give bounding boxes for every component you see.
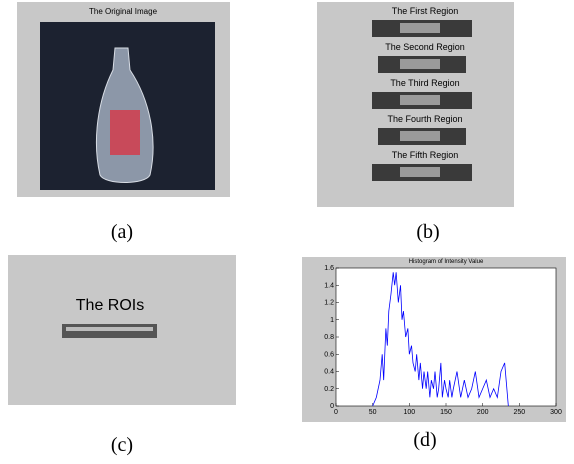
region-title: The Second Region — [385, 42, 465, 52]
region-title: The First Region — [392, 6, 459, 16]
region-title: The Fifth Region — [392, 150, 459, 160]
y-tick-label: 0.4 — [324, 369, 334, 376]
region-detail — [400, 59, 440, 69]
region-detail — [400, 23, 440, 33]
plot-area — [336, 268, 556, 406]
chart-title: Histogram of Intensity Value — [409, 259, 484, 265]
x-tick-label: 200 — [477, 409, 489, 416]
y-tick-label: 0 — [330, 403, 334, 410]
region-detail — [400, 95, 440, 105]
region-title: The Third Region — [390, 78, 459, 88]
x-tick-label: 100 — [403, 409, 415, 416]
y-tick-label: 1.4 — [324, 282, 334, 289]
panel-label: (c) — [111, 434, 133, 456]
panel-label: (d) — [413, 429, 436, 451]
x-tick-label: 250 — [513, 409, 525, 416]
panel-title: The Original Image — [89, 7, 158, 16]
figure: The Original Image The First Region The S… — [0, 0, 574, 464]
y-tick-label: 1 — [330, 317, 334, 324]
region-detail — [400, 131, 440, 141]
region-title: The Fourth Region — [387, 114, 462, 124]
panel-label: (b) — [416, 221, 439, 243]
x-tick-label: 300 — [550, 409, 562, 416]
y-tick-label: 1.2 — [324, 300, 334, 307]
x-tick-label: 150 — [440, 409, 452, 416]
panel-label: (a) — [111, 221, 133, 243]
x-tick-label: 50 — [369, 409, 377, 416]
region-detail — [400, 167, 440, 177]
y-tick-label: 0.6 — [324, 351, 334, 358]
y-tick-label: 0.2 — [324, 386, 334, 393]
y-tick-label: 0.8 — [324, 334, 334, 341]
y-tick-label: 1.6 — [324, 265, 334, 272]
x-tick-label: 0 — [334, 409, 338, 416]
roi-highlight — [66, 327, 153, 331]
bottle-label — [110, 110, 140, 155]
panel-title: The ROIs — [76, 297, 144, 314]
